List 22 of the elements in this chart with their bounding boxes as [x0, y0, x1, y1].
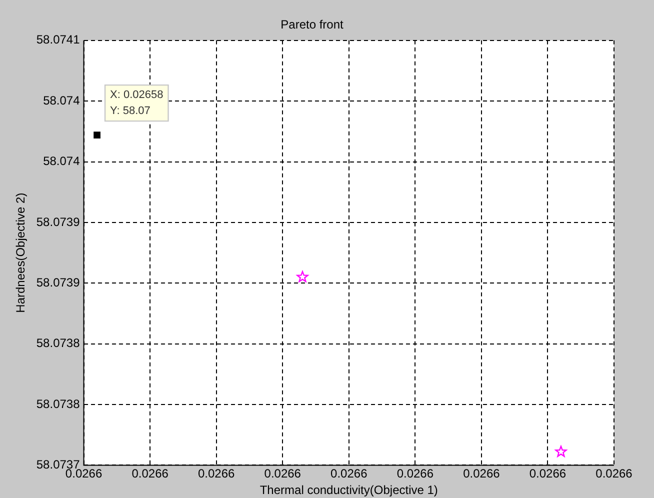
y-tick-label: 58.0738 [36, 396, 80, 411]
point [555, 446, 567, 457]
x-tick-label: 0.0266 [596, 466, 633, 481]
y-axis-title: Hardnees(Objective 2) [14, 192, 28, 313]
annotation: X: 0.02658 Y: 58.07 [110, 89, 164, 118]
point [94, 132, 100, 138]
x-axis-title: Thermal conductivity(Objective 1) [260, 483, 438, 498]
y-tick-label: 58.0739 [36, 214, 80, 229]
point [296, 270, 308, 282]
x-tick-label: 0.0266 [529, 466, 566, 481]
x-tick-label: 0.0266 [330, 466, 368, 481]
x-tick-label: 0.0266 [264, 466, 302, 481]
y-tick-label: 58.0738 [36, 336, 80, 350]
y-tick-label: 58.074 [43, 93, 80, 108]
y-tick-label: 58.0741 [36, 32, 80, 47]
y-tick-label: 58.0739 [36, 275, 80, 290]
x-tick-label: 0.0266 [396, 466, 434, 481]
x-tick-label: 0.0266 [198, 466, 236, 481]
chart-title: Pareto front [280, 18, 344, 32]
x-tick-label: 0.0266 [463, 466, 500, 481]
x-tick-label: 0.0266 [132, 466, 169, 481]
y-tick-label: 58.074 [43, 154, 80, 168]
